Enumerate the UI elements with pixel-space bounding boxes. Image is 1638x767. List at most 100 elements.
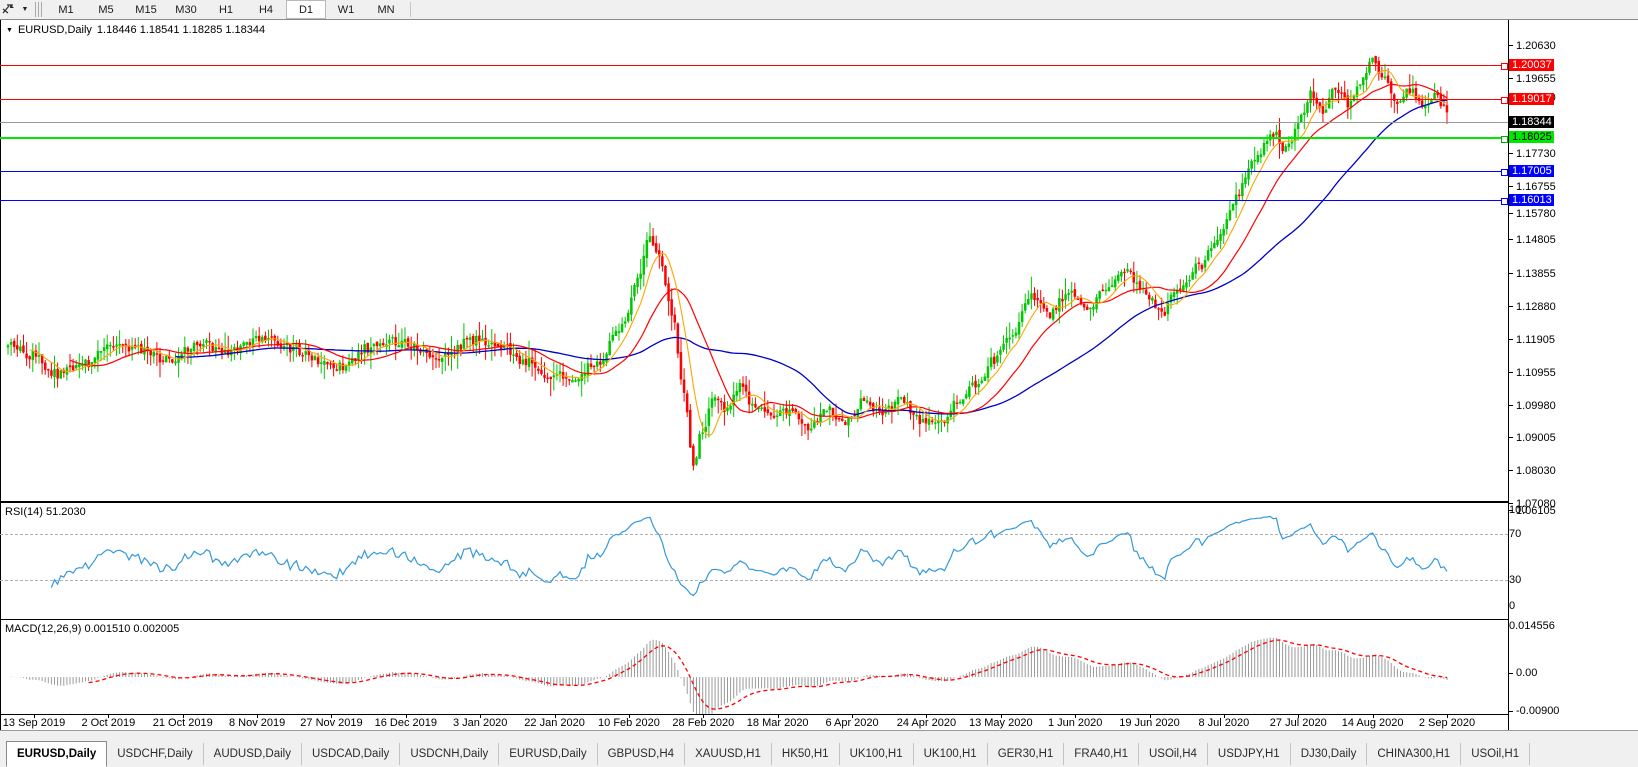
date-tick	[1372, 715, 1374, 718]
chart-tab-0[interactable]: EURUSD,Daily	[6, 741, 108, 767]
date-tick	[1149, 715, 1151, 718]
level-line-support-116013[interactable]	[0, 198, 1508, 205]
date-axis-label: 21 Oct 2019	[152, 717, 213, 729]
pane-left-border	[0, 715, 1, 732]
price-scale-tick: 1.10955	[1509, 367, 1556, 379]
chart-tab-10[interactable]: UK100,H1	[914, 743, 988, 765]
chart-tab-15[interactable]: DJ30,Daily	[1291, 743, 1368, 765]
date-axis-label: 8 Jul 2020	[1198, 717, 1250, 729]
level-handle-icon[interactable]	[1501, 198, 1508, 205]
chart-tab-12[interactable]: FRA40,H1	[1064, 743, 1139, 765]
date-tick	[405, 715, 407, 718]
price-scale-tick: 1.09980	[1509, 400, 1556, 412]
chart-tab-5[interactable]: EURUSD,Daily	[499, 743, 598, 765]
rsi-level-70-line	[0, 534, 1508, 535]
price-candlestick-plot[interactable]	[0, 20, 1507, 501]
date-tick	[852, 715, 854, 718]
timeframe-d1[interactable]: D1	[286, 0, 326, 19]
toolbar-divider	[410, 2, 411, 17]
date-axis-label: 1 Jun 2020	[1047, 717, 1103, 729]
date-tick	[554, 715, 556, 718]
price-tag-support-117005[interactable]: 1.17005	[1509, 165, 1554, 177]
date-axis-label: 6 Apr 2020	[825, 717, 879, 729]
date-axis-label: 28 Feb 2020	[672, 717, 735, 729]
date-tick	[257, 715, 259, 718]
chart-tab-11[interactable]: GER30,H1	[988, 743, 1065, 765]
rsi-indicator-label: RSI(14) 51.2030	[5, 506, 86, 518]
chart-tab-8[interactable]: HK50,H1	[772, 743, 840, 765]
price-scale-tick: 1.07080	[1509, 498, 1556, 510]
timeframe-mn[interactable]: MN	[377, 3, 395, 16]
level-handle-icon[interactable]	[1501, 136, 1508, 143]
chart-tab-2[interactable]: AUDUSD,Daily	[204, 743, 302, 765]
drag-grip-icon[interactable]	[35, 2, 43, 17]
price-scale-tick: 1.13855	[1509, 268, 1556, 280]
price-scale-column[interactable]: 1.206301.196551.186801.177301.167551.157…	[1508, 20, 1638, 731]
chart-tab-4[interactable]: USDCNH,Daily	[400, 743, 500, 765]
level-line-resistance-120037[interactable]	[0, 63, 1508, 70]
pane-left-border	[0, 20, 1, 501]
timeframe-h4[interactable]: H4	[258, 3, 274, 16]
level-handle-icon[interactable]	[1501, 169, 1508, 176]
date-axis-label: 10 Feb 2020	[598, 717, 660, 729]
date-tick	[777, 715, 779, 718]
chart-symbol-label: EURUSD,Daily	[17, 24, 92, 36]
chart-tab-17[interactable]: USOil,H1	[1461, 743, 1531, 765]
price-scale-tick: 1.16755	[1509, 181, 1556, 193]
date-tick	[628, 715, 630, 718]
rsi-line-plot[interactable]	[0, 503, 1507, 618]
macd-histogram-plot[interactable]	[0, 620, 1507, 715]
level-line-support-118025[interactable]	[0, 136, 1508, 143]
price-scale-tick: 1.19655	[1509, 73, 1556, 85]
date-axis-label: 14 Aug 2020	[1341, 717, 1404, 729]
chart-tab-16[interactable]: CHINA300,H1	[1367, 743, 1462, 765]
date-axis-label: 27 Nov 2019	[300, 717, 363, 729]
date-axis-label: 2 Oct 2019	[81, 717, 136, 729]
timeframe-h1[interactable]: H1	[218, 3, 234, 16]
chart-tab-9[interactable]: UK100,H1	[840, 743, 914, 765]
chart-tab-6[interactable]: GBPUSD,H4	[598, 743, 686, 765]
price-tag-resistance-119017[interactable]: 1.19017	[1509, 93, 1554, 105]
date-tick	[1298, 715, 1300, 718]
rsi-pane[interactable]: RSI(14) 51.2030	[0, 502, 1508, 620]
level-handle-icon[interactable]	[1501, 63, 1508, 70]
chart-tab-13[interactable]: USOil,H4	[1139, 743, 1208, 765]
pane-left-border	[0, 620, 1, 715]
date-axis[interactable]: 13 Sep 2019 2 Oct 2019 21 Oct 2019 8 Nov 20…	[0, 714, 1508, 732]
chart-tab-1[interactable]: USDCHF,Daily	[107, 743, 204, 765]
timeframe-m1[interactable]: M1	[58, 3, 74, 16]
date-axis-label: 24 Apr 2020	[896, 717, 957, 729]
crosshair-cursor-icon[interactable]	[0, 1, 18, 18]
price-tag-support-118025[interactable]: 1.18025	[1509, 131, 1554, 143]
date-tick	[331, 715, 333, 718]
timeframe-m15[interactable]: M15	[135, 3, 157, 16]
date-tick	[1000, 715, 1002, 718]
chart-area[interactable]: ▼ EURUSD,Daily 1.18446 1.18541 1.18285 1…	[0, 19, 1638, 732]
price-scale-tick: 1.15780	[1509, 208, 1556, 220]
chart-ohlc-values: 1.18446 1.18541 1.18285 1.18344	[96, 24, 266, 36]
chart-tab-3[interactable]: USDCAD,Daily	[302, 743, 401, 765]
chart-tab-bar[interactable]: EURUSD,Daily USDCHF,Daily AUDUSD,Daily USDC…	[0, 730, 1638, 767]
price-tag-support-116013[interactable]: 1.16013	[1509, 194, 1554, 206]
price-scale-tick: 1.14805	[1509, 234, 1556, 246]
macd-pane[interactable]: MACD(12,26,9) 0.001510 0.002005	[0, 619, 1508, 715]
date-axis-label: 22 Jan 2020	[524, 717, 585, 729]
timeframe-m5[interactable]: M5	[98, 3, 114, 16]
triangle-down-icon[interactable]: ▼	[6, 26, 13, 34]
level-handle-icon[interactable]	[1501, 97, 1508, 104]
rsi-scale-70: 70	[1509, 528, 1522, 540]
price-pane[interactable]: ▼ EURUSD,Daily 1.18446 1.18541 1.18285 1…	[0, 20, 1508, 502]
chart-tab-7[interactable]: XAUUSD,H1	[685, 743, 772, 765]
timeframe-m30[interactable]: M30	[175, 3, 197, 16]
chart-tab-14[interactable]: USDJPY,H1	[1208, 743, 1291, 765]
price-tag-resistance-120037[interactable]: 1.20037	[1509, 59, 1554, 71]
chart-plot-column[interactable]: ▼ EURUSD,Daily 1.18446 1.18541 1.18285 1…	[0, 20, 1508, 732]
chart-header: ▼ EURUSD,Daily 1.18446 1.18541 1.18285 1…	[6, 24, 265, 36]
rsi-scale-100: 100	[1509, 504, 1528, 516]
level-line-support-117005[interactable]	[0, 169, 1508, 176]
level-line-resistance-119017[interactable]	[0, 97, 1508, 104]
chevron-down-icon[interactable]: ▼	[21, 6, 29, 13]
timeframe-w1[interactable]: W1	[337, 3, 355, 16]
level-line-last-price	[0, 122, 1508, 123]
